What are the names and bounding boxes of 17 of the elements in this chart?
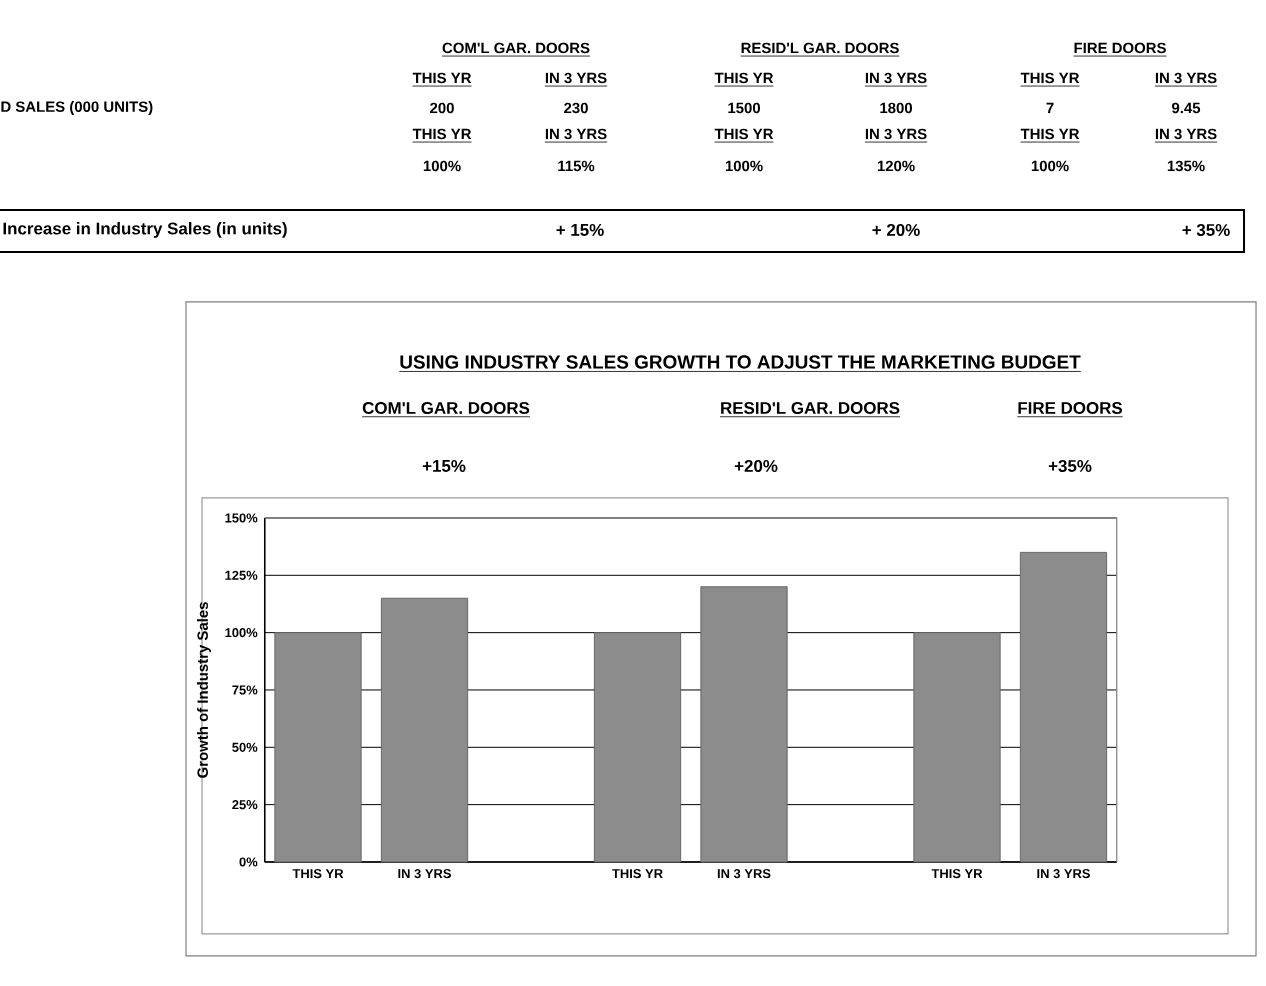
chart-title: USING INDUSTRY SALES GROWTH TO ADJUST THE MARKETING BUDGET: [400, 355, 1081, 369]
text: Increase in Industry Sales (in units): [3, 222, 287, 238]
bar: [700, 586, 788, 863]
bar: [274, 632, 362, 863]
text: COM'L GAR. DOORS: [362, 401, 530, 414]
bar: [913, 632, 1001, 863]
text: + 20%: [872, 223, 920, 236]
text: + 15%: [556, 224, 604, 236]
bar: [1019, 551, 1108, 863]
text: +20%: [734, 459, 778, 472]
text: FIRE DOORS: [1018, 401, 1123, 414]
bar: [593, 632, 682, 863]
bar: [380, 597, 469, 863]
text: + 35%: [1182, 223, 1230, 236]
text: +35%: [1048, 459, 1092, 472]
text: RESID'L GAR. DOORS: [721, 401, 900, 414]
text: +15%: [422, 460, 466, 472]
